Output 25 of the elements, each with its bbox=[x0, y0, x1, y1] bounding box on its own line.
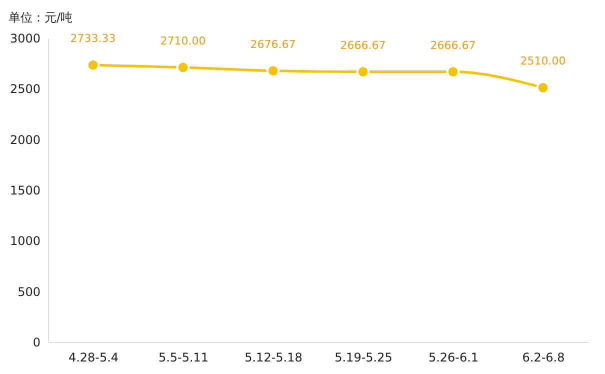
point bbox=[446, 65, 460, 78]
y-tick-label: 3000 bbox=[10, 32, 40, 46]
text: 2510.00 bbox=[520, 54, 566, 68]
text: 2666.67 bbox=[430, 38, 476, 52]
y-tick-label: 2500 bbox=[10, 82, 40, 96]
y-tick-label: 0 bbox=[32, 336, 40, 350]
y-tick-label: 1500 bbox=[10, 184, 40, 198]
point bbox=[86, 58, 100, 72]
y-tick-label: 500 bbox=[18, 284, 40, 299]
point bbox=[266, 64, 280, 78]
text: 2666.67 bbox=[340, 38, 386, 52]
y-tick-label: 2000 bbox=[10, 132, 40, 147]
x-tick-label: 5.19-5.25 bbox=[334, 350, 392, 364]
point bbox=[356, 65, 370, 78]
x-tick-label: 5.5-5.11 bbox=[158, 350, 209, 364]
x-tick-label: 5.12-5.18 bbox=[244, 350, 302, 364]
x-tick-label: 5.26-6.1 bbox=[428, 350, 479, 364]
x-tick-label: 6.2-6.8 bbox=[522, 350, 565, 364]
point bbox=[176, 60, 190, 74]
y-tick-label: 1000 bbox=[10, 234, 40, 248]
text: 2676.67 bbox=[250, 38, 296, 51]
x-tick-label: 4.28-5.4 bbox=[68, 350, 119, 364]
text: 2733.33 bbox=[70, 32, 116, 46]
y-axis-title: 单位：元/吨 bbox=[8, 10, 73, 24]
text: 2710.00 bbox=[160, 34, 206, 48]
